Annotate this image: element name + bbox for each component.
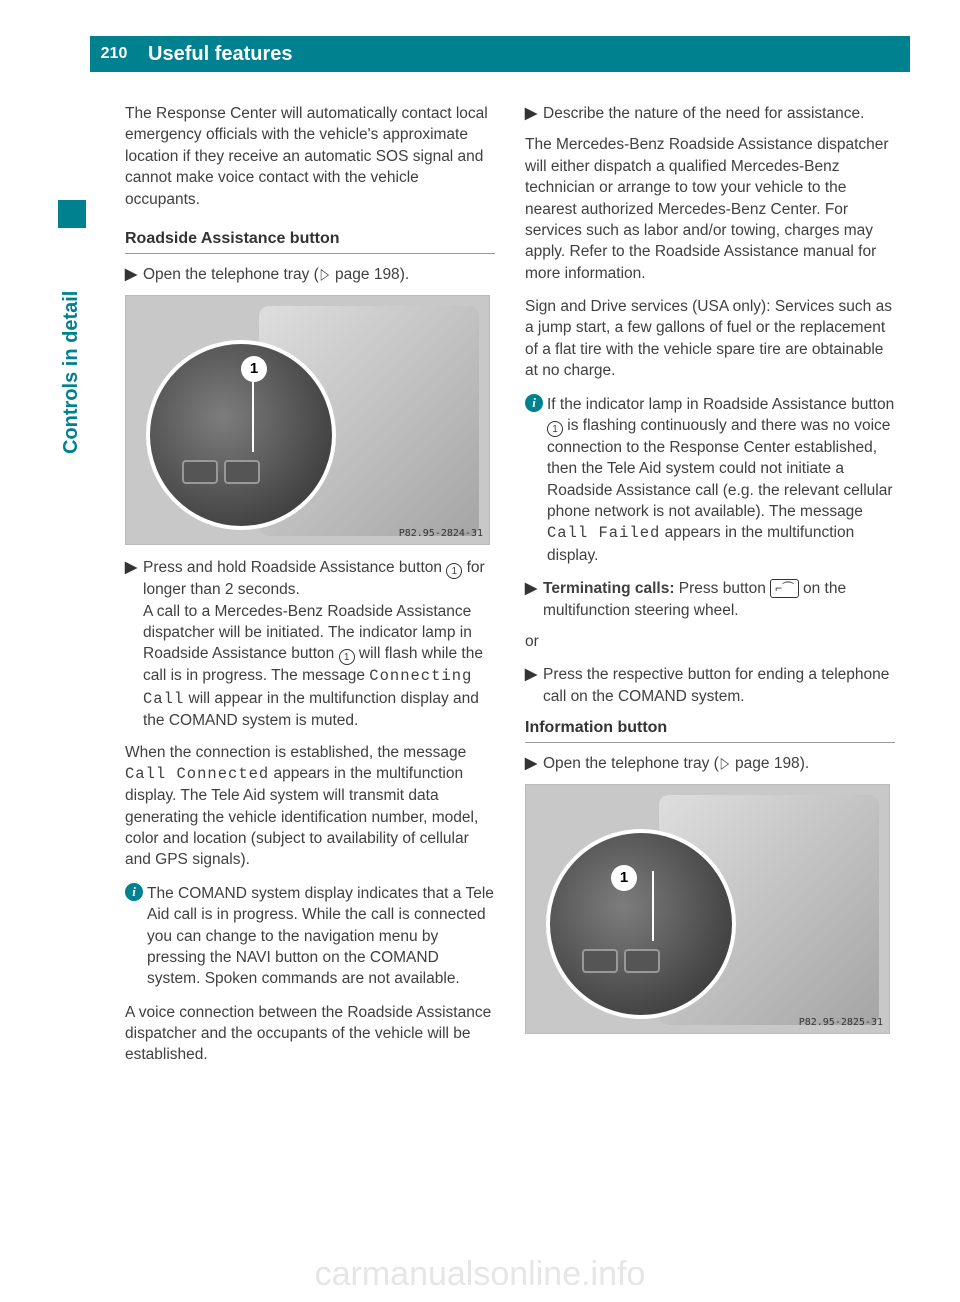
side-chapter-tab: Controls in detail xyxy=(58,200,86,460)
paragraph: When the connection is established, the … xyxy=(125,742,495,871)
page-number: 210 xyxy=(90,36,138,72)
or-label: or xyxy=(525,631,895,652)
figure-code: P82.95-2825-31 xyxy=(799,1016,883,1030)
step-text: Press and hold Roadside Assistance butto… xyxy=(143,557,495,731)
figure-zoom-circle xyxy=(546,829,736,1019)
step-press-hold: ▶ Press and hold Roadside Assistance but… xyxy=(125,557,495,731)
step-marker-icon: ▶ xyxy=(525,578,543,621)
info-icon: i xyxy=(525,394,547,567)
figure-code: P82.95-2824-31 xyxy=(399,527,483,541)
step-marker-icon: ▶ xyxy=(125,264,143,285)
paragraph: The Mercedes-Benz Roadside Assistance di… xyxy=(525,134,895,284)
step-terminate: ▶ Terminating calls: Press button ⌐⏜ on … xyxy=(525,578,895,621)
manual-page: 210 Useful features Controls in detail T… xyxy=(0,0,960,1302)
step-text: Press the respective button for ending a… xyxy=(543,664,895,707)
figure-callout-line xyxy=(652,871,654,941)
step-open-tray: ▶ Open the telephone tray (▷ page 198). xyxy=(125,264,495,285)
step-marker-icon: ▶ xyxy=(525,664,543,707)
end-call-icon: ⌐⏜ xyxy=(770,579,799,598)
info-note: i The COMAND system display indicates th… xyxy=(125,883,495,990)
callout-ref-1: 1 xyxy=(547,421,563,437)
side-tab-label: Controls in detail xyxy=(60,291,83,454)
display-msg: Call Failed xyxy=(547,524,660,542)
info-text: The COMAND system display indicates that… xyxy=(147,883,495,990)
watermark: carmanualsonline.info xyxy=(0,1255,960,1294)
side-tab-square xyxy=(58,200,86,228)
step-marker-icon: ▶ xyxy=(525,753,543,774)
callout-ref-1: 1 xyxy=(339,649,355,665)
step-press-end: ▶ Press the respective button for ending… xyxy=(525,664,895,707)
section-title-information: Information button xyxy=(525,717,895,743)
step-describe: ▶ Describe the nature of the need for as… xyxy=(525,103,895,124)
info-note: i If the indicator lamp in Roadside Assi… xyxy=(525,394,895,567)
step-marker-icon: ▶ xyxy=(525,103,543,124)
page-header: 210 Useful features xyxy=(90,36,910,72)
display-msg: Call Connected xyxy=(125,765,269,783)
intro-paragraph: The Response Center will automatically c… xyxy=(125,103,495,210)
step-text: Open the telephone tray (▷ page 198). xyxy=(543,753,895,774)
section-title-roadside: Roadside Assistance button xyxy=(125,228,495,254)
paragraph: Sign and Drive services (USA only): Serv… xyxy=(525,296,895,382)
header-title: Useful features xyxy=(138,43,293,66)
figure-buttons xyxy=(582,949,660,973)
page-ref-icon: ▷ xyxy=(721,753,729,774)
callout-ref-1: 1 xyxy=(446,563,462,579)
figure-roadside-button: 1 P82.95-2824-31 xyxy=(125,295,490,545)
info-icon: i xyxy=(125,883,147,990)
step-marker-icon: ▶ xyxy=(125,557,143,731)
page-ref-icon: ▷ xyxy=(321,264,329,285)
figure-information-button: 1 P82.95-2825-31 xyxy=(525,784,890,1034)
right-column: ▶ Describe the nature of the need for as… xyxy=(525,103,895,1078)
step-text: Terminating calls: Press button ⌐⏜ on th… xyxy=(543,578,895,621)
figure-buttons xyxy=(182,460,260,484)
figure-callout-line xyxy=(252,382,254,452)
step-text: Describe the nature of the need for assi… xyxy=(543,103,895,124)
step-open-tray-2: ▶ Open the telephone tray (▷ page 198). xyxy=(525,753,895,774)
info-text: If the indicator lamp in Roadside Assist… xyxy=(547,394,895,567)
step-text: Open the telephone tray (▷ page 198). xyxy=(143,264,495,285)
paragraph: A voice connection between the Roadside … xyxy=(125,1002,495,1066)
left-column: The Response Center will automatically c… xyxy=(125,103,495,1078)
